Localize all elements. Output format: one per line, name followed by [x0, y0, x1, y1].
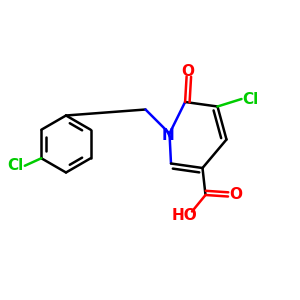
- Text: HO: HO: [172, 208, 197, 223]
- Text: O: O: [229, 187, 242, 202]
- Text: Cl: Cl: [8, 158, 24, 173]
- Text: N: N: [162, 128, 174, 142]
- Text: Cl: Cl: [242, 92, 259, 106]
- Text: O: O: [182, 64, 195, 79]
